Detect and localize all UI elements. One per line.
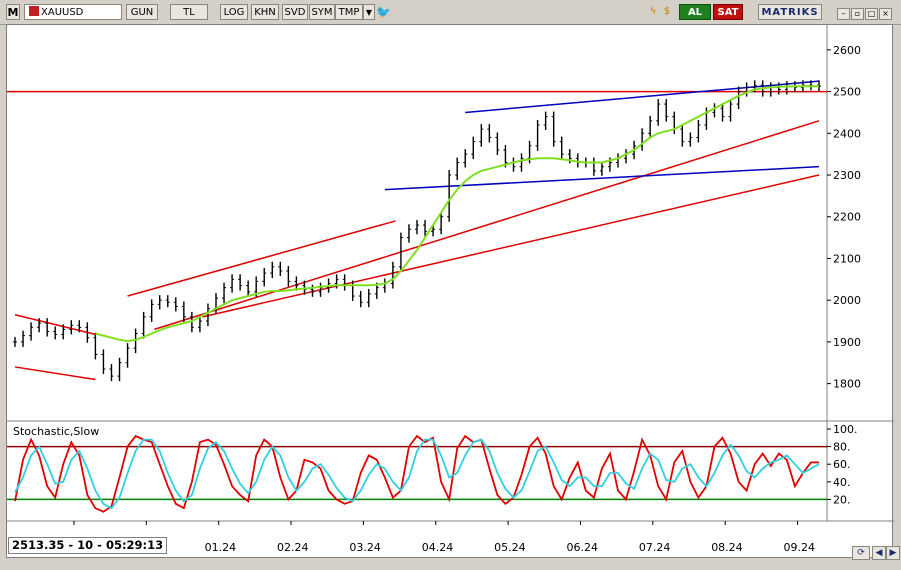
- stoch-y-tick-label: 20.: [833, 493, 851, 506]
- price-y-tick-label: 2400: [833, 127, 861, 140]
- x-tick-label: 03.24: [349, 541, 381, 554]
- symbol-label: XAUUSD: [41, 7, 84, 18]
- price-y-tick-label: 1900: [833, 336, 861, 349]
- stoch-title: Stochastic,Slow: [13, 425, 99, 438]
- chart-svg: 1800 1900 2000 2100 2200 2300 2400 2500 2600 20. 4…: [7, 25, 894, 554]
- price-bars: [13, 80, 821, 382]
- price-y-tick-label: 2600: [833, 44, 861, 57]
- cursor-readout: 2513.35 - 10 - 05:29:13: [8, 537, 168, 554]
- log-scale-button[interactable]: LOG: [220, 4, 248, 20]
- price-y-axis: 1800 1900 2000 2100 2200 2300 2400 2500 2600: [827, 44, 861, 391]
- price-y-tick-label: 2500: [833, 86, 861, 99]
- x-tick-label: 01.24: [205, 541, 237, 554]
- x-tick-label: 06.24: [566, 541, 598, 554]
- template-button[interactable]: TMP: [335, 4, 363, 20]
- sym-button[interactable]: SYM: [309, 4, 335, 20]
- up-channel-lower: [154, 120, 820, 331]
- blue-support-line: [384, 165, 820, 191]
- maximize-icon[interactable]: □: [865, 8, 878, 20]
- x-axis-labels: 11.2312.2301.2402.2403.2404.2405.2406.24…: [60, 521, 815, 554]
- price-y-tick-label: 1800: [833, 378, 861, 391]
- symbol-field[interactable]: XAUUSD: [24, 4, 122, 20]
- buy-button[interactable]: AL: [679, 4, 711, 20]
- x-tick-label: 07.24: [639, 541, 671, 554]
- price-y-tick-label: 2300: [833, 169, 861, 182]
- price-y-tick-label: 2100: [833, 252, 861, 265]
- moving-average-line: [95, 85, 819, 343]
- x-tick-label: 05.24: [494, 541, 526, 554]
- chart-area[interactable]: 1800 1900 2000 2100 2200 2300 2400 2500 2600 20. 4…: [6, 24, 894, 558]
- down-channel-upper: [14, 314, 96, 336]
- period-day-button[interactable]: GUN: [126, 4, 158, 20]
- stoch-y-axis: 20. 40. 60. 80. 100.: [827, 423, 858, 506]
- refresh-icon[interactable]: ⟳: [852, 546, 870, 560]
- stoch-y-tick-label: 80.: [833, 441, 851, 454]
- scroll-left-icon[interactable]: ◀: [872, 546, 886, 560]
- scroll-right-icon[interactable]: ▶: [886, 546, 900, 560]
- stoch-d-line: [14, 438, 820, 510]
- twitter-icon[interactable]: 🐦: [376, 5, 391, 19]
- close-icon[interactable]: ×: [879, 8, 892, 20]
- stoch-k-line: [14, 434, 819, 513]
- restore-icon[interactable]: ▫: [851, 8, 864, 20]
- price-y-tick-label: 2200: [833, 211, 861, 224]
- matriks-menu-button[interactable]: M: [6, 4, 20, 20]
- symbol-icon: [29, 6, 39, 16]
- lightning-icon[interactable]: ϟ: [649, 6, 657, 17]
- stoch-y-tick-label: 40.: [833, 476, 851, 489]
- stoch-y-tick-label: 60.: [833, 458, 851, 471]
- x-tick-label: 02.24: [277, 541, 309, 554]
- x-tick-label: 08.24: [711, 541, 743, 554]
- x-tick-label: 09.24: [784, 541, 816, 554]
- svd-button[interactable]: SVD: [282, 4, 308, 20]
- up-channel-upper: [127, 220, 396, 297]
- khn-button[interactable]: KHN: [251, 4, 279, 20]
- price-y-tick-label: 2000: [833, 294, 861, 307]
- chart-toolbar: M XAUUSD GUN TL LOG KHN SVD SYM TMP ▼ 🐦 …: [0, 0, 901, 25]
- sell-button[interactable]: SAT: [713, 4, 743, 20]
- brand-logo: MATRIKS: [758, 4, 822, 20]
- down-channel-lower: [14, 366, 96, 381]
- stoch-y-tick-label: 100.: [833, 423, 858, 436]
- currency-tl-button[interactable]: TL: [170, 4, 208, 20]
- template-dropdown-icon[interactable]: ▼: [363, 4, 375, 20]
- up-channel-base: [202, 174, 820, 318]
- x-tick-label: 04.24: [422, 541, 454, 554]
- coin-icon[interactable]: $: [663, 6, 671, 17]
- blue-resistance-line: [465, 80, 820, 114]
- minimize-icon[interactable]: –: [837, 8, 850, 20]
